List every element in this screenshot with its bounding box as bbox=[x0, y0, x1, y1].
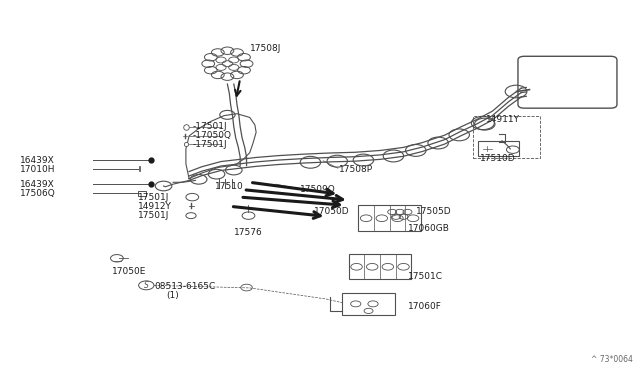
Text: 17060F: 17060F bbox=[408, 302, 442, 311]
Text: 17508P: 17508P bbox=[339, 165, 373, 174]
Text: 17509Q: 17509Q bbox=[300, 185, 335, 194]
Text: 17050D: 17050D bbox=[314, 208, 349, 217]
Text: 17508J: 17508J bbox=[250, 44, 281, 53]
Bar bbox=[349, 254, 412, 279]
Text: 08513-6165C: 08513-6165C bbox=[154, 282, 215, 291]
Text: 16439X: 16439X bbox=[20, 155, 54, 164]
Bar bbox=[342, 293, 395, 315]
Text: 17510D: 17510D bbox=[479, 154, 515, 163]
Text: 17506Q: 17506Q bbox=[20, 189, 56, 198]
Bar bbox=[478, 141, 518, 155]
Text: 17576: 17576 bbox=[234, 228, 262, 237]
Text: 17501J: 17501J bbox=[138, 193, 170, 202]
Text: -17501J: -17501J bbox=[192, 122, 227, 131]
Text: 17060GB: 17060GB bbox=[408, 224, 450, 233]
Text: 17501J: 17501J bbox=[138, 211, 170, 220]
Text: 17501C: 17501C bbox=[408, 272, 443, 281]
Text: -17501J: -17501J bbox=[192, 140, 227, 149]
Text: 17010H: 17010H bbox=[20, 165, 55, 174]
Text: 17510: 17510 bbox=[214, 182, 243, 190]
Text: 17050E: 17050E bbox=[113, 267, 147, 276]
Bar bbox=[138, 191, 146, 196]
Text: S: S bbox=[144, 281, 148, 290]
Text: ^ 73*0064: ^ 73*0064 bbox=[591, 355, 633, 364]
Text: 17505D: 17505D bbox=[416, 208, 451, 217]
Text: 16439X: 16439X bbox=[20, 180, 54, 189]
Text: -17050Q: -17050Q bbox=[192, 131, 231, 141]
Text: (1): (1) bbox=[167, 291, 179, 300]
Text: 14912Y: 14912Y bbox=[138, 202, 172, 211]
Text: 14911Y: 14911Y bbox=[486, 115, 520, 124]
Bar bbox=[358, 205, 421, 231]
Bar bbox=[473, 116, 540, 158]
